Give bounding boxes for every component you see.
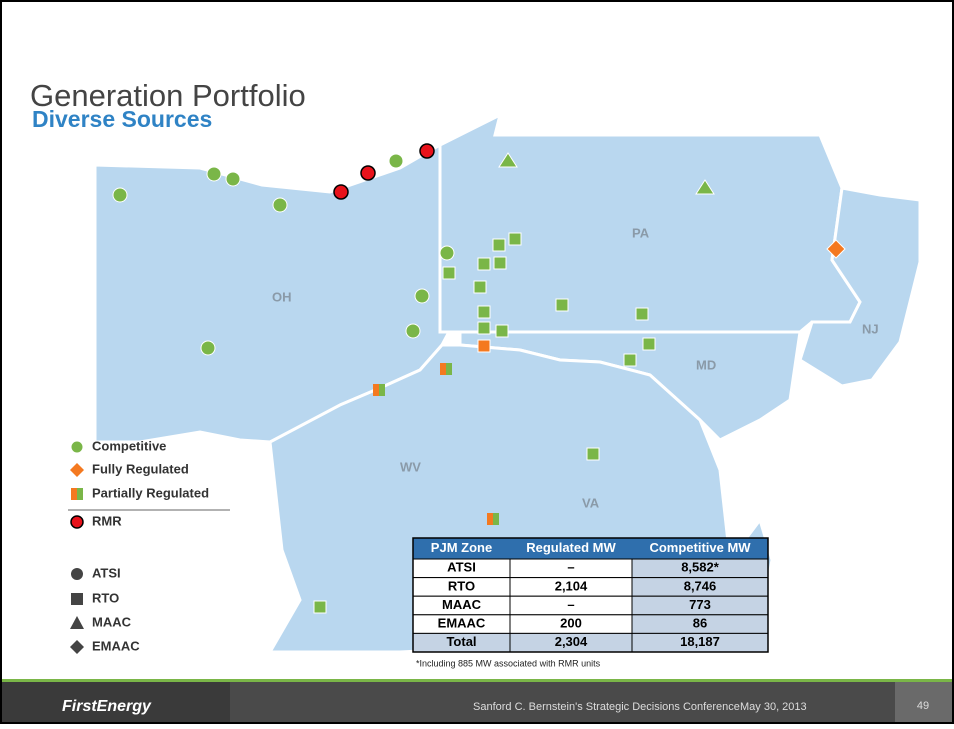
plant-marker — [473, 280, 487, 294]
plant-marker — [826, 239, 846, 259]
footer-date: May 30, 2013 — [740, 701, 807, 713]
legend-swatch — [70, 440, 84, 454]
table-frame — [412, 537, 769, 653]
table-cell: ATSI — [447, 560, 476, 575]
table-cell: RTO — [448, 578, 475, 593]
plant-marker — [414, 288, 430, 304]
legend-entry: RMR — [92, 513, 122, 528]
legend-entry: MAAC — [92, 614, 132, 629]
plant-marker — [477, 321, 491, 335]
legend: Competitive Fully Regulated Partially Re… — [68, 438, 230, 654]
plant-marker — [200, 340, 216, 356]
table-cell: – — [567, 597, 574, 612]
rmr-marker — [360, 165, 376, 181]
table-cell: 8,582* — [681, 560, 720, 575]
rmr-marker — [419, 143, 435, 159]
state-label: WV — [400, 459, 421, 474]
state-nj — [798, 186, 922, 388]
state-pa — [438, 112, 862, 334]
legend-swatch — [70, 515, 84, 529]
plant-marker — [272, 197, 288, 213]
title: Generation Portfolio — [30, 78, 306, 113]
legend-swatch — [71, 593, 83, 605]
table-cell: 8,746 — [684, 578, 717, 593]
plant-markers — [112, 143, 846, 614]
table-header-cell: Competitive MW — [649, 540, 751, 555]
state-label: NJ — [862, 321, 879, 336]
table-cell: EMAAC — [438, 616, 486, 631]
plant-marker — [442, 266, 456, 280]
footer-logo-area — [2, 682, 230, 722]
table-cell: MAAC — [442, 597, 482, 612]
footer-page: 49 — [917, 700, 929, 712]
plant-marker — [695, 179, 715, 195]
map — [93, 112, 922, 654]
footer-page-box — [895, 682, 952, 722]
subtitle: Diverse Sources — [32, 106, 212, 132]
state-label: MD — [696, 357, 716, 372]
plant-marker — [623, 353, 637, 367]
table-cell: Total — [446, 634, 476, 649]
legend-entry: EMAAC — [92, 638, 140, 653]
plant-marker — [477, 257, 491, 271]
table-cell: 773 — [689, 597, 711, 612]
plant-marker — [477, 305, 491, 319]
legend-swatch — [70, 640, 84, 654]
footer-logo: FirstEnergy — [62, 698, 152, 715]
plant-marker — [498, 152, 518, 168]
plant-marker — [112, 187, 128, 203]
legend-swatch — [70, 616, 84, 629]
plant-marker — [388, 153, 404, 169]
plant-marker — [495, 324, 509, 338]
legend-entry: ATSI — [92, 565, 121, 580]
table-cell: 200 — [560, 616, 582, 631]
table-header-cell: PJM Zone — [431, 540, 492, 555]
plant-marker — [225, 171, 241, 187]
table-cell: – — [567, 560, 574, 575]
plant-marker — [439, 245, 455, 261]
plant-marker — [586, 447, 600, 461]
state-label: PA — [632, 225, 650, 240]
footer-rule — [2, 679, 952, 682]
plant-marker — [477, 339, 491, 353]
legend-swatch — [71, 568, 83, 580]
legend-entry: Competitive — [92, 438, 166, 453]
legend-entry: Fully Regulated — [92, 461, 189, 476]
table-cell: 2,104 — [555, 578, 588, 593]
table-header-cell: Regulated MW — [526, 540, 616, 555]
partial-markers — [373, 363, 499, 525]
plant-marker — [206, 166, 222, 182]
footer-conference: Sanford C. Bernstein's Strategic Decisio… — [473, 701, 740, 713]
plant-marker — [508, 232, 522, 246]
legend-swatch — [70, 463, 84, 477]
legend-entry: RTO — [92, 590, 119, 605]
table-cell: 2,304 — [555, 634, 588, 649]
table-cell: 18,187 — [680, 634, 720, 649]
rmr-marker — [333, 184, 349, 200]
plant-marker — [493, 256, 507, 270]
table: PJM Zone Regulated MW Competitive MW ATSI – 8… — [412, 537, 769, 653]
legend-entry: Partially Regulated — [92, 485, 209, 500]
plant-marker — [555, 298, 569, 312]
plant-marker — [492, 238, 506, 252]
table-footnote: *Including 885 MW associated with RMR un… — [416, 658, 601, 668]
table-header-bg — [413, 538, 768, 559]
plant-marker — [642, 337, 656, 351]
table-cell: 86 — [693, 616, 707, 631]
plant-marker — [313, 600, 327, 614]
state-label: OH — [272, 289, 292, 304]
plant-marker — [635, 307, 649, 321]
state-label: VA — [582, 495, 600, 510]
plant-marker — [405, 323, 421, 339]
legend-swatch — [77, 488, 83, 500]
